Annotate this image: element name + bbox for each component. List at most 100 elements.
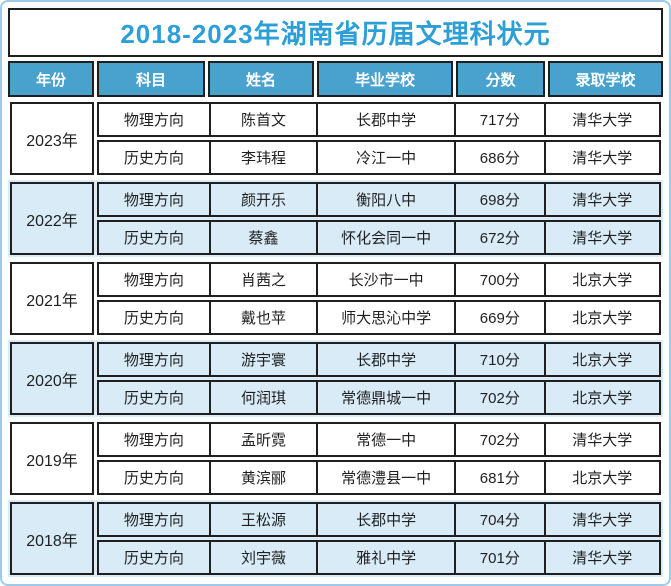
- cell-subject: 物理方向: [123, 512, 184, 529]
- cell-university: 清华大学: [543, 504, 659, 535]
- cell-score: 698分: [454, 184, 544, 215]
- cell-subject: 物理方向: [123, 192, 184, 209]
- cell-name: 戴也苹: [208, 302, 317, 333]
- cell-university: 清华大学: [543, 104, 659, 135]
- cell-university: 清华大学: [543, 142, 659, 173]
- cell-subject: 物理方向: [123, 112, 184, 129]
- year-rows: 物理方向 游宇寰 长郡中学 710分 北京大学 历史方向 何润琪 常德鼎城一中 …: [97, 342, 661, 415]
- cell-score: 702分: [454, 382, 544, 413]
- cell-school: 冷江一中: [316, 142, 454, 173]
- cell-name: 陈首文: [208, 104, 317, 135]
- cell-name: 颜开乐: [208, 184, 317, 215]
- cell-score: 702分: [454, 424, 544, 455]
- table-row: 物理方向 肖茜之 长沙市一中 700分 北京大学: [97, 262, 661, 297]
- cell-school: 衡阳八中: [316, 184, 454, 215]
- cell-school: 雅礼中学: [316, 542, 454, 573]
- cell-university: 北京大学: [543, 264, 659, 295]
- year-block-2020: 2020年 物理方向 游宇寰 长郡中学 710分 北京大学 历史方向 何润琪 常…: [8, 340, 663, 417]
- cell-school: 师大思沁中学: [316, 302, 454, 333]
- cell-university: 清华大学: [543, 222, 659, 253]
- cell-school: 常德一中: [316, 424, 454, 455]
- header-cell-name: 姓名: [208, 61, 314, 97]
- cell-school: 长郡中学: [316, 104, 454, 135]
- cell-subject: 物理方向: [123, 352, 184, 369]
- table-header-row: 年份 科目 姓名 毕业学校 分数 录取学校: [8, 61, 663, 97]
- table-row: 历史方向 黄滨郦 常德澧县一中 681分 北京大学: [97, 460, 661, 495]
- cell-score: 710分: [454, 344, 544, 375]
- cell-subject: 历史方向: [123, 230, 184, 247]
- cell-school: 常德鼎城一中: [316, 382, 454, 413]
- cell-name: 肖茜之: [208, 264, 317, 295]
- cell-score: 704分: [454, 504, 544, 535]
- table-row: 物理方向 孟昕霓 常德一中 702分 清华大学: [97, 422, 661, 457]
- cell-subject: 物理方向: [123, 432, 184, 449]
- cell-university: 北京大学: [543, 344, 659, 375]
- cell-school: 常德澧县一中: [316, 462, 454, 493]
- cell-university: 清华大学: [543, 184, 659, 215]
- cell-school: 长郡中学: [316, 504, 454, 535]
- cell-name: 何润琪: [208, 382, 317, 413]
- table-row: 物理方向 颜开乐 衡阳八中 698分 清华大学: [97, 182, 661, 217]
- year-rows: 物理方向 肖茜之 长沙市一中 700分 北京大学 历史方向 戴也苹 师大思沁中学…: [97, 262, 661, 335]
- table-row: 物理方向 王松源 长郡中学 704分 清华大学: [97, 502, 661, 537]
- year-cell: 2019年: [10, 422, 94, 495]
- year-rows: 物理方向 王松源 长郡中学 704分 清华大学 历史方向 刘宇薇 雅礼中学 70…: [97, 502, 661, 575]
- header-cell-year: 年份: [8, 61, 94, 97]
- cell-school: 怀化会同一中: [316, 222, 454, 253]
- cell-name: 刘宇薇: [208, 542, 317, 573]
- header-cell-university: 录取学校: [548, 61, 663, 97]
- cell-score: 672分: [454, 222, 544, 253]
- header-cell-score: 分数: [456, 61, 545, 97]
- cell-name: 黄滨郦: [208, 462, 317, 493]
- table-row: 物理方向 游宇寰 长郡中学 710分 北京大学: [97, 342, 661, 377]
- cell-name: 蔡鑫: [208, 222, 317, 253]
- cell-school: 长郡中学: [316, 344, 454, 375]
- cell-university: 北京大学: [543, 462, 659, 493]
- table-row: 历史方向 何润琪 常德鼎城一中 702分 北京大学: [97, 380, 661, 415]
- table-row: 历史方向 戴也苹 师大思沁中学 669分 北京大学: [97, 300, 661, 335]
- year-block-2018: 2018年 物理方向 王松源 长郡中学 704分 清华大学 历史方向 刘宇薇 雅…: [8, 500, 663, 577]
- cell-name: 王松源: [208, 504, 317, 535]
- table-title-box: 2018-2023年湖南省历届文理科状元: [8, 8, 663, 57]
- cell-name: 游宇寰: [208, 344, 317, 375]
- cell-school: 长沙市一中: [316, 264, 454, 295]
- cell-university: 清华大学: [543, 542, 659, 573]
- cell-score: 681分: [454, 462, 544, 493]
- cell-subject: 历史方向: [123, 390, 184, 407]
- year-block-2021: 2021年 物理方向 肖茜之 长沙市一中 700分 北京大学 历史方向 戴也苹 …: [8, 260, 663, 337]
- cell-score: 717分: [454, 104, 544, 135]
- page-title: 2018-2023年湖南省历届文理科状元: [120, 19, 551, 49]
- cell-subject: 历史方向: [123, 470, 184, 487]
- year-rows: 物理方向 颜开乐 衡阳八中 698分 清华大学 历史方向 蔡鑫 怀化会同一中 6…: [97, 182, 661, 255]
- year-block-2022: 2022年 物理方向 颜开乐 衡阳八中 698分 清华大学 历史方向 蔡鑫 怀化…: [8, 180, 663, 257]
- table-row: 历史方向 刘宇薇 雅礼中学 701分 清华大学: [97, 540, 661, 575]
- year-cell: 2023年: [10, 102, 94, 175]
- cell-score: 686分: [454, 142, 544, 173]
- cell-score: 701分: [454, 542, 544, 573]
- cell-subject: 历史方向: [123, 550, 184, 567]
- year-cell: 2022年: [10, 182, 94, 255]
- cell-score: 700分: [454, 264, 544, 295]
- year-rows: 物理方向 孟昕霓 常德一中 702分 清华大学 历史方向 黄滨郦 常德澧县一中 …: [97, 422, 661, 495]
- table-row: 历史方向 蔡鑫 怀化会同一中 672分 清华大学: [97, 220, 661, 255]
- year-block-2019: 2019年 物理方向 孟昕霓 常德一中 702分 清华大学 历史方向 黄滨郦 常…: [8, 420, 663, 497]
- cell-subject: 物理方向: [123, 272, 184, 289]
- cell-score: 669分: [454, 302, 544, 333]
- cell-university: 北京大学: [543, 302, 659, 333]
- table-row: 物理方向 陈首文 长郡中学 717分 清华大学: [97, 102, 661, 137]
- year-block-2023: 2023年 物理方向 陈首文 长郡中学 717分 清华大学 历史方向 李玮程 冷…: [8, 100, 663, 177]
- cell-subject: 历史方向: [123, 150, 184, 167]
- year-rows: 物理方向 陈首文 长郡中学 717分 清华大学 历史方向 李玮程 冷江一中 68…: [97, 102, 661, 175]
- year-cell: 2021年: [10, 262, 94, 335]
- table-row: 历史方向 李玮程 冷江一中 686分 清华大学: [97, 140, 661, 175]
- cell-name: 孟昕霓: [208, 424, 317, 455]
- cell-name: 李玮程: [208, 142, 317, 173]
- cell-university: 清华大学: [543, 424, 659, 455]
- header-cell-school: 毕业学校: [317, 61, 453, 97]
- year-cell: 2018年: [10, 502, 94, 575]
- year-cell: 2020年: [10, 342, 94, 415]
- cell-university: 北京大学: [543, 382, 659, 413]
- header-cell-subject: 科目: [97, 61, 205, 97]
- cell-subject: 历史方向: [123, 310, 184, 327]
